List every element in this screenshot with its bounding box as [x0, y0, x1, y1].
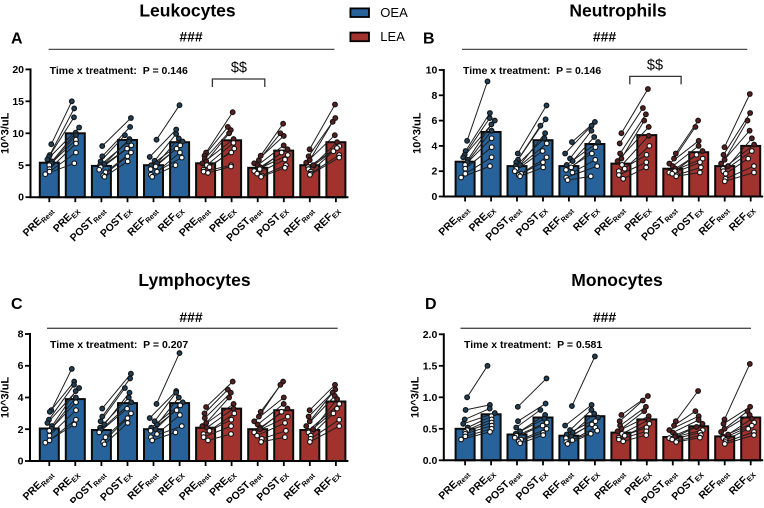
svg-text:OEA: OEA [380, 5, 408, 20]
svg-text:0: 0 [431, 191, 437, 203]
svg-text:###: ### [593, 309, 617, 325]
svg-text:6: 6 [431, 115, 437, 127]
svg-text:2: 2 [18, 424, 24, 436]
svg-text:A: A [11, 31, 23, 48]
svg-text:0.5: 0.5 [423, 423, 438, 435]
svg-text:4: 4 [18, 392, 24, 404]
svg-text:B: B [423, 31, 435, 48]
svg-text:2: 2 [431, 166, 437, 178]
svg-text:15: 15 [12, 96, 24, 108]
svg-text:Neutrophils: Neutrophils [569, 1, 666, 21]
svg-text:1.0: 1.0 [423, 392, 438, 404]
svg-text:LEA: LEA [380, 29, 405, 44]
svg-text:10^3/uL: 10^3/uL [0, 112, 12, 154]
svg-text:5: 5 [18, 160, 24, 172]
svg-text:###: ### [593, 29, 617, 45]
svg-text:10^3/uL: 10^3/uL [0, 377, 12, 419]
svg-text:0.0: 0.0 [423, 455, 438, 467]
svg-text:###: ### [179, 29, 203, 45]
svg-text:8: 8 [431, 90, 437, 102]
svg-text:Time x treatment: P = 0.146: Time x treatment: P = 0.146 [50, 65, 188, 77]
svg-text:10: 10 [12, 128, 24, 140]
svg-text:$$: $$ [647, 57, 663, 73]
svg-text:Time x treatment: P = 0.146: Time x treatment: P = 0.146 [463, 65, 601, 77]
svg-text:0: 0 [18, 192, 24, 204]
svg-text:Monocytes: Monocytes [571, 270, 663, 290]
svg-text:8: 8 [18, 329, 24, 341]
svg-text:D: D [425, 296, 437, 313]
svg-text:6: 6 [18, 360, 24, 372]
svg-text:Time x treatment: P = 0.207: Time x treatment: P = 0.207 [50, 339, 188, 351]
svg-text:10^3/uL: 10^3/uL [410, 376, 422, 418]
svg-text:C: C [11, 296, 23, 313]
svg-text:2.0: 2.0 [423, 329, 438, 341]
svg-text:10^3/uL: 10^3/uL [412, 112, 424, 154]
svg-text:1.5: 1.5 [423, 360, 438, 372]
svg-text:Time x treatment: P = 0.581: Time x treatment: P = 0.581 [464, 339, 602, 351]
svg-text:$$: $$ [231, 60, 247, 76]
svg-text:10: 10 [426, 65, 438, 77]
svg-text:Leukocytes: Leukocytes [139, 1, 236, 21]
svg-text:0: 0 [18, 456, 24, 468]
svg-text:###: ### [179, 309, 203, 325]
svg-text:4: 4 [431, 140, 437, 152]
svg-text:Lymphocytes: Lymphocytes [138, 270, 250, 290]
svg-text:20: 20 [12, 64, 24, 76]
